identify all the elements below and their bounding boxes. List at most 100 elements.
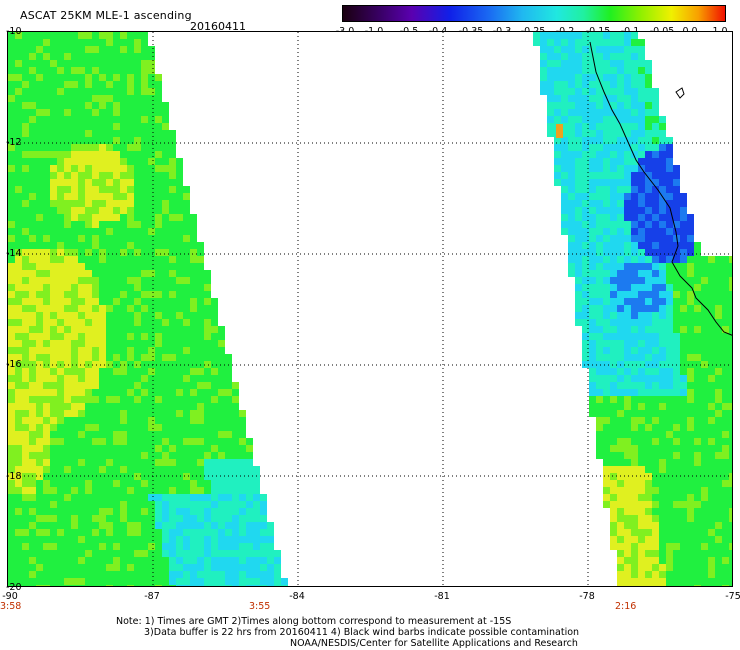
wind-cell	[57, 480, 64, 487]
wind-cell	[155, 585, 162, 586]
wind-cell	[43, 410, 50, 417]
wind-cell	[274, 585, 281, 586]
wind-cell	[71, 536, 78, 543]
wind-cell	[36, 354, 43, 361]
wind-cell	[729, 480, 732, 487]
wind-cell	[631, 333, 638, 340]
wind-cell	[666, 557, 673, 564]
wind-cell	[708, 508, 715, 515]
wind-cell	[8, 515, 15, 522]
wind-cell	[148, 270, 155, 277]
wind-cell	[729, 501, 732, 508]
wind-cell	[225, 494, 232, 501]
wind-cell	[673, 165, 680, 172]
wind-cell	[183, 263, 190, 270]
wind-cell	[155, 557, 162, 564]
wind-cell	[190, 249, 197, 256]
wind-cell	[638, 305, 645, 312]
wind-cell	[729, 403, 732, 410]
wind-cell	[141, 179, 148, 186]
wind-cell	[610, 137, 617, 144]
wind-cell	[162, 109, 169, 116]
wind-cell	[99, 284, 106, 291]
wind-cell	[561, 165, 568, 172]
wind-cell	[225, 396, 232, 403]
wind-cell	[134, 557, 141, 564]
wind-cell	[603, 277, 610, 284]
wind-cell	[183, 543, 190, 550]
wind-cell	[141, 53, 148, 60]
wind-cell	[78, 130, 85, 137]
wind-cell	[113, 319, 120, 326]
wind-cell	[15, 60, 22, 67]
wind-cell	[148, 207, 155, 214]
wind-cell	[134, 249, 141, 256]
wind-cell	[610, 361, 617, 368]
wind-cell	[169, 298, 176, 305]
wind-cell	[71, 263, 78, 270]
wind-cell	[638, 39, 645, 46]
wind-cell	[197, 305, 204, 312]
wind-cell	[106, 361, 113, 368]
wind-cell	[64, 522, 71, 529]
wind-cell	[582, 81, 589, 88]
wind-cell	[624, 270, 631, 277]
wind-cell	[729, 445, 732, 452]
wind-cell	[638, 438, 645, 445]
wind-cell	[582, 165, 589, 172]
wind-cell	[22, 585, 29, 586]
wind-cell	[687, 375, 694, 382]
wind-cell	[22, 382, 29, 389]
wind-cell	[617, 578, 624, 585]
wind-cell	[589, 130, 596, 137]
wind-cell	[92, 557, 99, 564]
wind-cell	[211, 543, 218, 550]
wind-cell	[722, 529, 729, 536]
wind-cell	[15, 368, 22, 375]
wind-cell	[148, 578, 155, 585]
wind-cell	[92, 396, 99, 403]
wind-cell	[715, 564, 722, 571]
wind-cell	[176, 214, 183, 221]
wind-cell	[596, 298, 603, 305]
wind-cell	[8, 144, 15, 151]
wind-cell	[729, 557, 732, 564]
wind-cell	[36, 116, 43, 123]
wind-cell	[36, 221, 43, 228]
wind-cell	[106, 200, 113, 207]
wind-cell	[155, 305, 162, 312]
wind-cell	[680, 459, 687, 466]
wind-cell	[155, 242, 162, 249]
wind-cell	[162, 263, 169, 270]
wind-cell	[638, 466, 645, 473]
wind-cell	[176, 564, 183, 571]
wind-cell	[29, 305, 36, 312]
wind-cell	[22, 298, 29, 305]
wind-cell	[113, 571, 120, 578]
wind-cell	[715, 298, 722, 305]
wind-cell	[141, 340, 148, 347]
wind-cell	[85, 403, 92, 410]
wind-cell	[64, 529, 71, 536]
wind-cell	[225, 410, 232, 417]
wind-cell	[701, 284, 708, 291]
wind-cell	[190, 501, 197, 508]
wind-cell	[652, 424, 659, 431]
wind-cell	[15, 396, 22, 403]
wind-cell	[708, 347, 715, 354]
wind-cell	[204, 284, 211, 291]
wind-cell	[57, 270, 64, 277]
wind-cell	[127, 228, 134, 235]
wind-cell	[148, 326, 155, 333]
wind-cell	[183, 249, 190, 256]
wind-cell	[603, 102, 610, 109]
wind-cell	[78, 326, 85, 333]
wind-cell	[162, 347, 169, 354]
wind-cell	[729, 263, 732, 270]
wind-cell	[29, 382, 36, 389]
wind-cell	[120, 81, 127, 88]
wind-cell	[638, 116, 645, 123]
wind-cell	[169, 501, 176, 508]
wind-cell	[127, 501, 134, 508]
wind-cell	[50, 333, 57, 340]
